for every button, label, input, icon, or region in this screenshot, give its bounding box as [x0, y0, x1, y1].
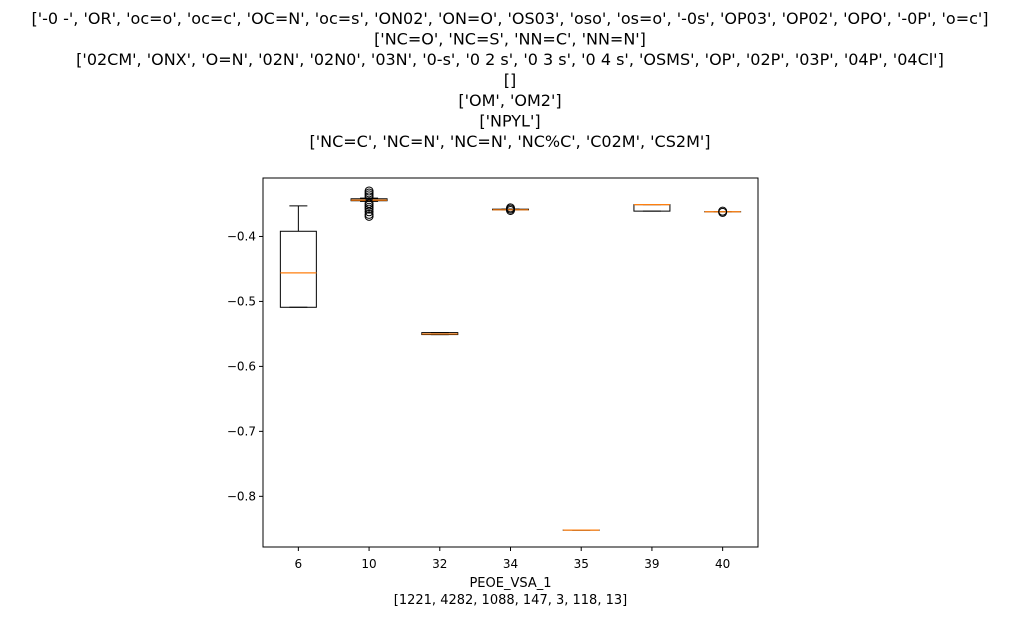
x-tick-label: 10 — [361, 557, 376, 571]
box-34 — [492, 203, 529, 215]
box-40 — [704, 206, 742, 217]
chart-title: ['-0 -', 'OR', 'oc=o', 'oc=c', 'OC=N', '… — [31, 9, 988, 151]
title-line: [] — [504, 71, 516, 90]
title-line: ['NC=C', 'NC=N', 'NC=N', 'NC%C', 'C02M',… — [309, 132, 710, 151]
box-39 — [633, 204, 671, 212]
x-axis: 6 10 32 34 35 39 40 — [295, 547, 730, 571]
y-tick-label: −0.6 — [227, 359, 256, 373]
y-axis: −0.4 −0.5 −0.6 −0.7 −0.8 — [227, 229, 263, 503]
x-tick-label: 40 — [715, 557, 730, 571]
title-line: ['OM', 'OM2'] — [458, 91, 561, 110]
x-tick-label: 32 — [432, 557, 447, 571]
outlier-point — [364, 204, 374, 214]
y-tick-label: −0.4 — [227, 229, 256, 243]
x-tick-label: 35 — [574, 557, 589, 571]
box-plots — [279, 186, 742, 531]
x-tick-label: 34 — [503, 557, 518, 571]
box-6 — [279, 205, 317, 308]
title-line: ['NC=O', 'NC=S', 'NN=C', 'NN=N'] — [374, 30, 646, 49]
title-line: ['02CM', 'ONX', 'O=N', '02N', '02N0', '0… — [76, 50, 944, 69]
title-line: ['-0 -', 'OR', 'oc=o', 'oc=c', 'OC=N', '… — [31, 9, 988, 28]
plot-frame — [262, 177, 759, 548]
x-tick-label: 6 — [295, 557, 303, 571]
outlier-point — [364, 207, 374, 217]
y-tick-label: −0.8 — [227, 489, 256, 503]
outlier-point — [364, 211, 374, 221]
title-line: ['NPYL'] — [479, 112, 540, 131]
y-tick-label: −0.5 — [227, 294, 256, 308]
box-10 — [350, 186, 388, 221]
outlier-point — [506, 205, 515, 215]
x-axis-label: PEOE_VSA_1 — [469, 576, 551, 591]
x-tick-label: 39 — [644, 557, 659, 571]
box-32 — [421, 332, 459, 336]
box-iqr — [279, 230, 317, 308]
y-tick-label: −0.7 — [227, 424, 256, 438]
x-axis-counts: [1221, 4282, 1088, 147, 3, 118, 13] — [394, 593, 627, 608]
outlier-point — [718, 207, 728, 217]
box-iqr — [633, 204, 671, 212]
